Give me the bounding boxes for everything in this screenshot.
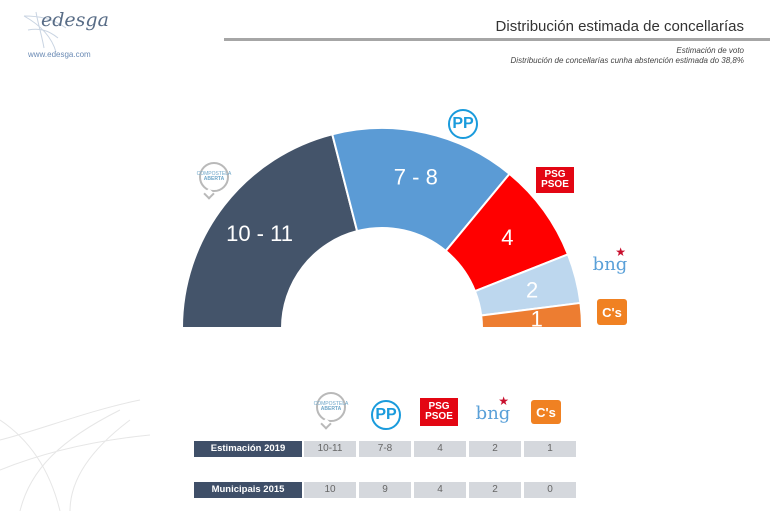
background-web-decoration — [0, 399, 150, 511]
slice-label-1: 7 - 8 — [394, 165, 438, 190]
psoe-logo-table: PSG PSOE — [420, 398, 458, 426]
logo-wordmark: edesga — [41, 9, 109, 31]
pp-logo-chart: PP — [448, 109, 478, 139]
psoe-table-text-2: PSOE — [425, 411, 453, 422]
subtitle-abstention: Distribución de concellarías cunha abste… — [510, 56, 744, 65]
ca-table-text-2: ABERTA — [320, 406, 342, 412]
slice-label-0: 10 - 11 — [226, 221, 293, 246]
row-label: Municipais 2015 — [194, 482, 302, 498]
psoe-logo-chart: PSG PSOE — [536, 167, 574, 193]
title-divider — [224, 38, 770, 41]
cs-table-text: C's — [536, 404, 556, 420]
pp-table-text: PP — [375, 406, 397, 423]
slice-4 — [480, 301, 584, 329]
table-cell: 7-8 — [359, 441, 411, 457]
page-title: Distribución estimada de concellarías — [495, 18, 744, 35]
bng-table-text: bng — [475, 402, 511, 424]
psoe-logo-text-1: PSG — [544, 169, 566, 180]
cs-logo-chart: C's — [597, 299, 627, 325]
table-cell: 10-11 — [304, 441, 356, 457]
table-cell: 10 — [304, 482, 356, 498]
compostela-aberta-logo-chart: COMPOSTELA ABERTA — [196, 162, 232, 192]
logo-url: www.edesga.com — [28, 50, 91, 59]
table-cell: 9 — [359, 482, 411, 498]
psoe-table-text-1: PSG — [428, 401, 450, 412]
bng-star-icon: ★ — [615, 245, 626, 259]
pp-logo-text: PP — [452, 115, 474, 132]
pp-logo-table: PP — [371, 400, 401, 430]
table-cell: 4 — [414, 441, 466, 457]
row-label: Estimación 2019 — [194, 441, 302, 457]
slice-label-2: 4 — [501, 225, 513, 250]
bng-table-star-icon: ★ — [498, 394, 509, 408]
table-row-estimation-2019: Estimación 2019 10-11 7-8 4 2 1 — [194, 441, 579, 457]
psoe-logo-text-2: PSOE — [541, 179, 569, 190]
ca-table-text-1: COMPOSTELA — [313, 401, 349, 407]
edesga-logo — [22, 8, 102, 64]
logo-web-icon — [23, 11, 67, 53]
table-cell: 1 — [524, 441, 576, 457]
bng-logo-chart: ★ bng — [590, 245, 630, 281]
cs-logo-table: C's — [531, 400, 561, 424]
slice-label-4: 1 — [531, 306, 543, 331]
table-cell: 0 — [524, 482, 576, 498]
table-cell: 2 — [469, 441, 521, 457]
bng-logo-table: ★ bng — [473, 394, 513, 430]
slice-label-3: 2 — [526, 277, 538, 302]
ca-logo-text-1: COMPOSTELA — [196, 171, 232, 177]
slice-0 — [180, 133, 359, 329]
table-cell: 2 — [469, 482, 521, 498]
bng-logo-text: bng — [592, 253, 628, 275]
compostela-aberta-logo-table: COMPOSTELA ABERTA — [313, 392, 349, 422]
ca-logo-text-2: ABERTA — [203, 176, 225, 182]
table-cell: 4 — [414, 482, 466, 498]
table-row-municipais-2015: Municipais 2015 10 9 4 2 0 — [194, 482, 579, 498]
cs-logo-text: C's — [602, 304, 622, 320]
subtitle-estimation: Estimación de voto — [676, 46, 744, 55]
